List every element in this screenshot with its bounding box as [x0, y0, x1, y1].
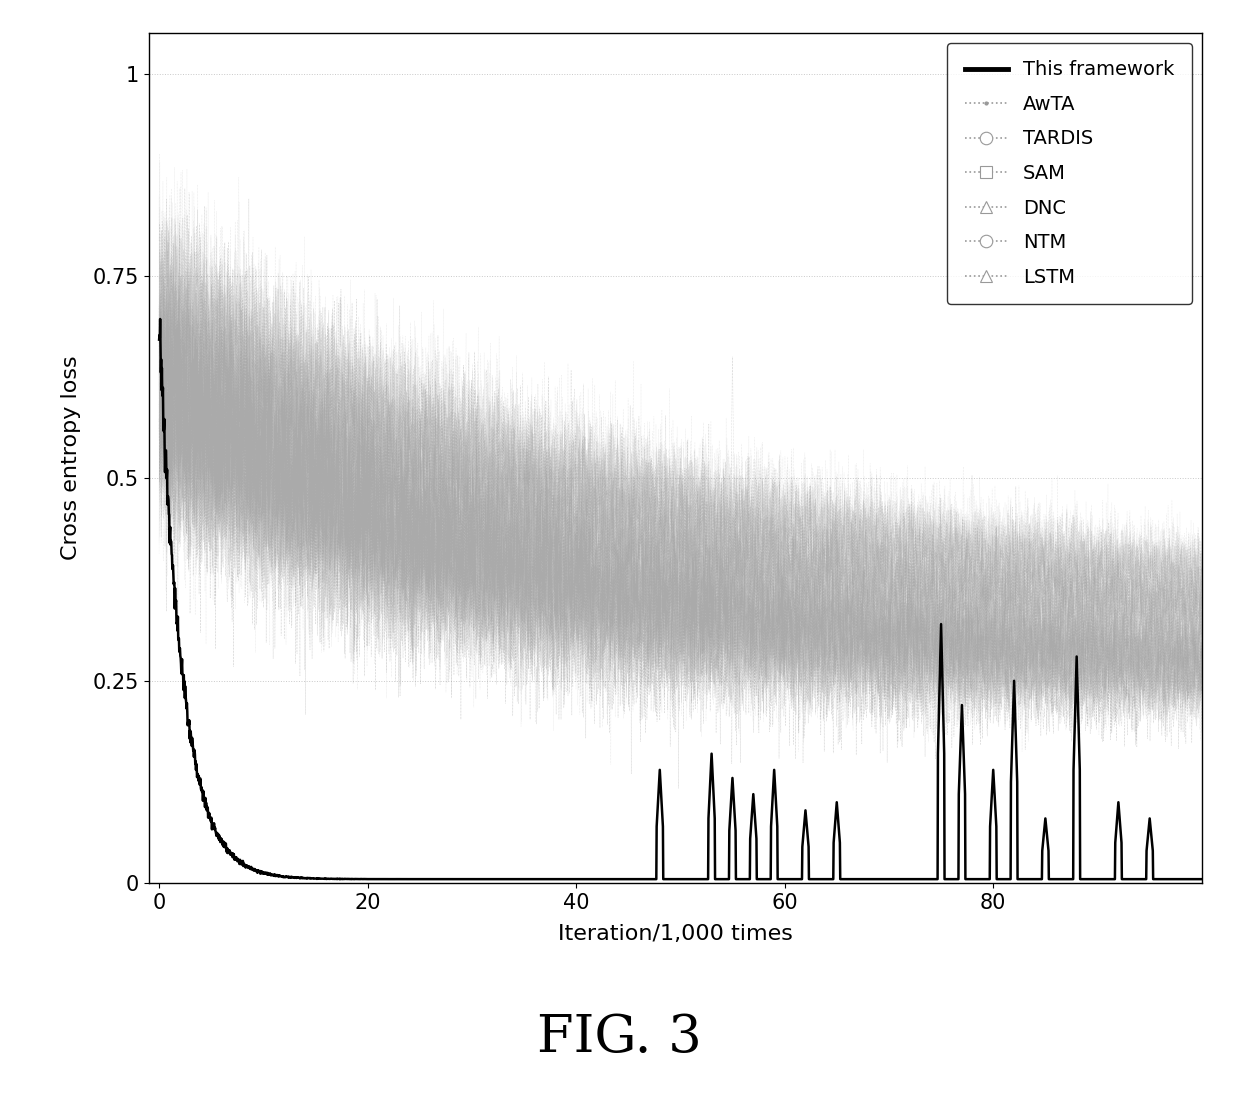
- LSTM: [151, 314, 166, 327]
- SAM: [1194, 636, 1209, 649]
- LSTM: [551, 713, 566, 726]
- AwTA: [597, 474, 612, 487]
- TARDIS: [1175, 562, 1189, 575]
- AwTA: [1062, 549, 1077, 562]
- SAM: [597, 561, 612, 574]
- TARDIS: [177, 182, 192, 195]
- DNC: [1062, 640, 1077, 654]
- NTM: [333, 502, 348, 516]
- TARDIS: [597, 487, 612, 500]
- LSTM: [672, 782, 686, 795]
- This framework: [405, 872, 420, 885]
- NTM: [197, 312, 212, 326]
- NTM: [597, 585, 612, 598]
- LSTM: [332, 592, 347, 605]
- Line: LSTM: LSTM: [159, 320, 1202, 788]
- LSTM: [1175, 668, 1189, 681]
- Y-axis label: Cross entropy loss: Cross entropy loss: [62, 355, 82, 561]
- TARDIS: [1062, 546, 1077, 560]
- DNC: [333, 560, 348, 573]
- AwTA: [151, 414, 166, 427]
- LSTM: [1062, 719, 1077, 732]
- AwTA: [1194, 574, 1209, 587]
- Line: AwTA: AwTA: [159, 222, 1202, 665]
- This framework: [1194, 872, 1209, 885]
- DNC: [224, 315, 239, 328]
- X-axis label: Iteration/1,000 times: Iteration/1,000 times: [558, 924, 793, 944]
- Line: NTM: NTM: [159, 319, 1202, 763]
- SAM: [1062, 611, 1077, 624]
- SAM: [1049, 704, 1064, 718]
- SAM: [161, 236, 176, 250]
- NTM: [795, 756, 810, 769]
- NTM: [1062, 659, 1077, 672]
- TARDIS: [333, 291, 348, 305]
- This framework: [333, 872, 348, 885]
- This framework: [597, 872, 612, 885]
- AwTA: [333, 445, 348, 458]
- NTM: [1175, 687, 1189, 700]
- This framework: [152, 312, 167, 326]
- DNC: [271, 408, 286, 422]
- DNC: [1158, 724, 1173, 737]
- Line: TARDIS: TARDIS: [159, 189, 1202, 650]
- TARDIS: [1194, 599, 1209, 613]
- This framework: [1175, 872, 1189, 885]
- LSTM: [1194, 680, 1209, 693]
- TARDIS: [151, 234, 166, 247]
- This framework: [553, 872, 567, 885]
- DNC: [1175, 670, 1189, 683]
- SAM: [271, 405, 286, 418]
- NTM: [271, 445, 286, 458]
- NTM: [151, 413, 166, 426]
- NTM: [551, 649, 566, 662]
- This framework: [271, 869, 286, 882]
- Line: SAM: SAM: [159, 243, 1202, 711]
- SAM: [1175, 648, 1189, 661]
- Line: This framework: This framework: [159, 319, 1202, 879]
- DNC: [1194, 639, 1209, 652]
- AwTA: [271, 423, 286, 436]
- SAM: [551, 543, 566, 556]
- DNC: [551, 545, 566, 559]
- This framework: [1062, 872, 1077, 885]
- DNC: [597, 619, 612, 633]
- LSTM: [270, 431, 285, 444]
- SAM: [333, 501, 348, 514]
- Text: FIG. 3: FIG. 3: [538, 1012, 701, 1063]
- TARDIS: [271, 330, 286, 343]
- AwTA: [1175, 590, 1189, 603]
- DNC: [151, 415, 166, 428]
- AwTA: [917, 658, 932, 671]
- SAM: [151, 300, 166, 314]
- AwTA: [160, 215, 175, 229]
- Legend: This framework, AwTA, TARDIS, SAM, DNC, NTM, LSTM: This framework, AwTA, TARDIS, SAM, DNC, …: [948, 43, 1192, 305]
- TARDIS: [995, 644, 1010, 657]
- NTM: [1194, 726, 1209, 740]
- LSTM: [597, 613, 612, 626]
- This framework: [151, 333, 166, 347]
- Line: DNC: DNC: [159, 321, 1202, 731]
- AwTA: [551, 484, 566, 497]
- TARDIS: [551, 505, 566, 518]
